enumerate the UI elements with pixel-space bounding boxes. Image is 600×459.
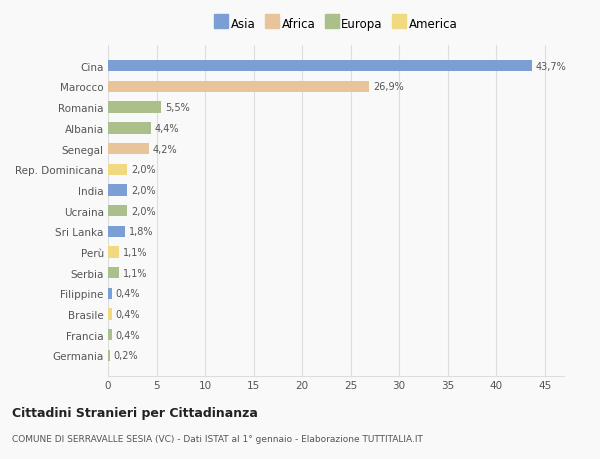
Text: 2,0%: 2,0% (131, 185, 156, 196)
Text: Cittadini Stranieri per Cittadinanza: Cittadini Stranieri per Cittadinanza (12, 406, 258, 419)
Bar (108, 206, 127, 217)
Bar (108, 309, 112, 320)
Text: 1,8%: 1,8% (130, 227, 154, 237)
Bar (108, 123, 151, 134)
Text: 0,4%: 0,4% (116, 289, 140, 299)
Bar (108, 82, 369, 93)
Text: 4,4%: 4,4% (155, 123, 179, 134)
Text: 1,1%: 1,1% (122, 268, 147, 278)
Bar (108, 185, 127, 196)
Text: 0,4%: 0,4% (116, 330, 140, 340)
Text: 5,5%: 5,5% (165, 103, 190, 113)
Text: 2,0%: 2,0% (131, 206, 156, 216)
Text: 0,4%: 0,4% (116, 309, 140, 319)
Text: COMUNE DI SERRAVALLE SESIA (VC) - Dati ISTAT al 1° gennaio - Elaborazione TUTTIT: COMUNE DI SERRAVALLE SESIA (VC) - Dati I… (12, 434, 423, 443)
Bar (108, 330, 112, 341)
Text: 26,9%: 26,9% (373, 82, 404, 92)
Text: 4,2%: 4,2% (152, 144, 177, 154)
Text: 0,2%: 0,2% (114, 351, 139, 361)
Bar (108, 268, 119, 279)
Legend: Asia, Africa, Europa, America: Asia, Africa, Europa, America (212, 16, 460, 34)
Bar (108, 61, 532, 72)
Text: 43,7%: 43,7% (536, 62, 566, 72)
Bar (108, 102, 161, 113)
Bar (108, 350, 110, 361)
Text: 2,0%: 2,0% (131, 165, 156, 175)
Bar (108, 226, 125, 237)
Bar (108, 247, 119, 258)
Bar (108, 144, 149, 155)
Text: 1,1%: 1,1% (122, 247, 147, 257)
Bar (108, 164, 127, 175)
Bar (108, 288, 112, 299)
